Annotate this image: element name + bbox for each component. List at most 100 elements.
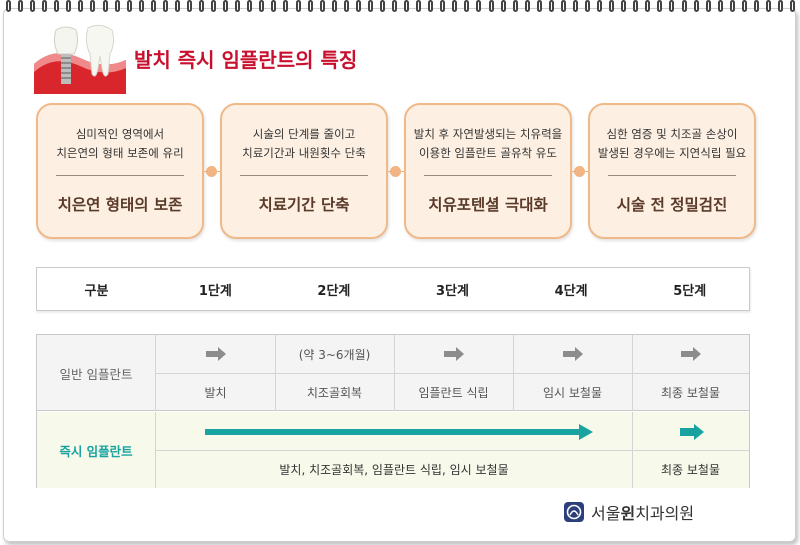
- spiral-ring: [729, 0, 735, 12]
- card-description: 시술의 단계를 줄이고 치료기간과 내원횟수 단축: [242, 127, 366, 160]
- teal-arrow-icon: [680, 424, 704, 440]
- spiral-ring: [440, 0, 446, 12]
- spiral-ring: [162, 0, 168, 12]
- spiral-ring: [609, 0, 615, 12]
- spiral-ring: [367, 0, 373, 12]
- spiral-ring: [66, 0, 72, 12]
- step-arrow: [632, 335, 749, 373]
- spiral-ring: [18, 0, 24, 12]
- card-heading: 치은연 형태의 보존: [57, 196, 183, 214]
- spiral-ring: [126, 0, 132, 12]
- spiral-ring: [174, 0, 180, 12]
- spiral-ring: [536, 0, 542, 12]
- spiral-ring: [572, 0, 578, 12]
- spiral-ring: [343, 0, 349, 12]
- card-divider: [240, 175, 368, 176]
- step-arrow: [156, 335, 275, 373]
- step-arrow: [513, 335, 632, 373]
- immediate-combined-steps: 발치, 치조골회복, 임플란트 식립, 임시 보철물: [279, 462, 509, 477]
- card-divider: [56, 175, 184, 176]
- card-description: 심미적인 영역에서 치은연의 형태 보존에 유리: [56, 127, 184, 160]
- feature-card-2: 시술의 단계를 줄이고 치료기간과 내원횟수 단축 치료기간 단축: [220, 103, 388, 239]
- feature-card-3: 발치 후 자연발생되는 치유력을 이용한 임플란트 골유착 유도 치유포텐셜 극대…: [404, 103, 572, 239]
- spiral-ring: [488, 0, 494, 12]
- card-divider: [608, 175, 736, 176]
- spiral-ring: [6, 0, 11, 12]
- spiral-ring: [114, 0, 120, 12]
- spiral-ring: [199, 0, 204, 12]
- step-item-implant-placement: 임플란트 식립: [418, 385, 489, 400]
- spiral-ring: [138, 0, 144, 12]
- spiral-ring: [186, 0, 192, 12]
- connector-dot: [574, 166, 585, 177]
- spiral-ring: [416, 0, 422, 12]
- spiral-ring: [235, 0, 241, 12]
- spiral-ring: [223, 0, 229, 12]
- spiral-ring: [621, 0, 627, 12]
- spiral-ring: [741, 0, 747, 12]
- step-label-4: 4단계: [554, 283, 588, 299]
- spiral-ring: [392, 0, 397, 12]
- spiral-ring: [102, 0, 108, 12]
- spiral-binding: [6, 0, 796, 14]
- gray-arrow-icon: [680, 347, 701, 361]
- col-divider: [513, 335, 514, 411]
- card-divider: [424, 175, 552, 176]
- spiral-ring: [512, 0, 518, 12]
- spiral-ring: [211, 0, 217, 12]
- card-heading: 치유포텐셜 극대화: [428, 196, 548, 214]
- clinic-emblem-icon: [564, 502, 584, 522]
- spiral-ring: [283, 0, 289, 12]
- title-area: 발치 즉시 임플란트의 특징: [34, 24, 454, 94]
- spiral-ring: [271, 0, 277, 12]
- clinic-logo: 서울윈치과의원: [563, 500, 694, 524]
- immediate-implant-label: 즉시 임플란트: [37, 412, 156, 488]
- step-label-category: 구분: [84, 283, 109, 299]
- page-title: 발치 즉시 임플란트의 특징: [134, 48, 358, 72]
- gray-arrow-icon: [443, 347, 464, 361]
- step-arrow: [394, 335, 513, 373]
- spiral-ring: [669, 0, 675, 12]
- step-label-5: 5단계: [673, 283, 707, 299]
- feature-cards: 심미적인 영역에서 치은연의 형태 보존에 유리 치은연 형태의 보존 시술의 단…: [36, 103, 756, 239]
- spiral-ring: [259, 0, 265, 12]
- spiral-ring: [476, 0, 482, 12]
- connector-dot: [390, 166, 401, 177]
- comparison-table: 일반 임플란트 (약 3~6개월) 발치 치조골회복 임플란트 식립 임시 보철…: [36, 334, 750, 488]
- spiral-ring: [681, 0, 687, 12]
- general-implant-row: 일반 임플란트 (약 3~6개월) 발치 치조골회복 임플란트 식립 임시 보철…: [37, 335, 749, 411]
- spiral-ring: [331, 0, 337, 12]
- spiral-ring: [30, 0, 36, 12]
- step-label-2: 2단계: [317, 283, 351, 299]
- row-divider: [156, 450, 749, 451]
- spiral-ring: [645, 0, 651, 12]
- col-divider: [275, 335, 276, 411]
- spiral-ring: [319, 0, 325, 12]
- feature-card-1: 심미적인 영역에서 치은연의 형태 보존에 유리 치은연 형태의 보존: [36, 103, 204, 239]
- card-description: 심한 염증 및 치조골 손상이 발생된 경우에는 지연식립 필요: [597, 127, 747, 160]
- card-description: 발치 후 자연발생되는 치유력을 이용한 임플란트 골유착 유도: [413, 127, 563, 160]
- gray-arrow-icon: [562, 347, 583, 361]
- col-divider: [632, 412, 633, 488]
- spiral-ring: [753, 0, 759, 12]
- connector-dot: [206, 166, 217, 177]
- spiral-ring: [404, 0, 410, 12]
- spiral-ring: [247, 0, 253, 12]
- spiral-ring: [597, 0, 603, 12]
- teal-long-arrow-icon: [205, 424, 593, 440]
- spiral-ring: [790, 0, 796, 12]
- step-label-1: 1단계: [198, 283, 232, 299]
- spiral-ring: [355, 0, 361, 12]
- implant-tooth-icon: [34, 24, 126, 94]
- spiral-ring: [54, 0, 60, 12]
- immediate-final-prosthesis: 최종 보철물: [660, 462, 720, 477]
- step-item-bone-recovery: 치조골회복: [306, 385, 363, 400]
- spiral-ring: [657, 0, 663, 12]
- spiral-ring: [548, 0, 554, 12]
- spiral-ring: [585, 0, 590, 12]
- spiral-ring: [705, 0, 711, 12]
- spiral-ring: [500, 0, 506, 12]
- clinic-name: 서울윈치과의원: [591, 504, 695, 523]
- card-heading: 치료기간 단축: [258, 196, 350, 214]
- spiral-ring: [78, 0, 84, 12]
